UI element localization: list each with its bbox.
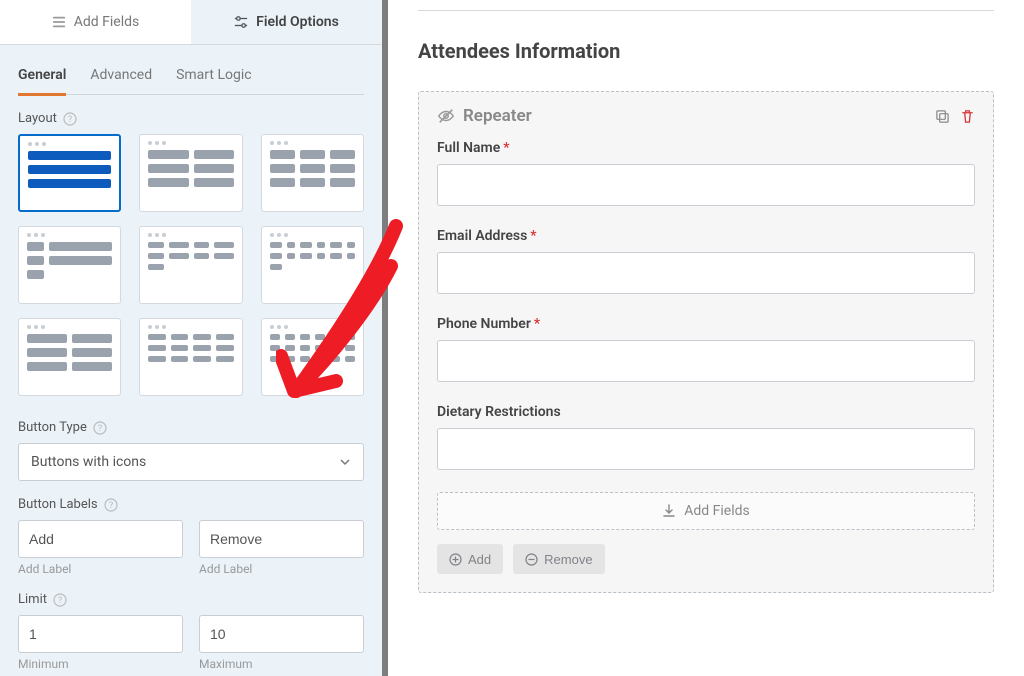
add-fields-label: Add Fields [684,503,750,519]
field-label: Email Address [437,228,527,244]
button-type-select[interactable]: Buttons with icons [18,443,364,481]
text-input[interactable] [437,428,975,470]
subtab-smart-logic[interactable]: Smart Logic [176,57,251,94]
required-indicator: * [530,228,536,244]
limit-max-sublabel: Maximum [199,657,364,671]
svg-text:?: ? [98,424,102,434]
help-icon[interactable]: ? [104,498,118,512]
repeater-title-text: Repeater [463,106,532,126]
subtab-advanced[interactable]: Advanced [90,57,152,94]
button-type-label: Button Type [18,420,87,435]
tab-label: Field Options [256,14,339,30]
add-button[interactable]: Add [437,544,503,574]
tab-field-options[interactable]: Field Options [191,0,382,44]
help-icon[interactable]: ? [63,112,77,126]
add-fields-dropzone[interactable]: Add Fields [437,492,975,530]
field-label: Full Name [437,140,500,156]
button-type-row: Button Type ? Buttons with icons [18,420,364,481]
plus-circle-icon [449,553,462,566]
trash-icon[interactable] [960,109,975,124]
field-label: Phone Number [437,316,531,332]
download-icon [662,504,676,518]
help-icon[interactable]: ? [53,593,67,607]
remove-sublabel: Add Label [199,562,364,576]
repeater-buttons: Add Remove [437,544,975,574]
layout-label: Layout [18,111,57,126]
svg-text:?: ? [68,115,72,125]
help-icon[interactable]: ? [93,421,107,435]
layout-option-3[interactable] [261,134,364,212]
limit-label: Limit [18,592,47,607]
repeater-block[interactable]: Repeater Full Name* Email Address* Phone… [418,91,994,593]
select-value: Buttons with icons [31,454,146,470]
button-labels-row: Button Labels ? Add Label Add Label [18,497,364,576]
field-dietary: Dietary Restrictions [437,404,975,470]
text-input[interactable] [437,252,975,294]
panel-tabs: Add Fields Field Options [0,0,382,45]
layout-option-5[interactable] [139,226,242,304]
remove-button[interactable]: Remove [513,544,604,574]
duplicate-icon[interactable] [935,109,950,124]
layout-option-7[interactable] [18,318,121,396]
remove-label-input[interactable] [199,520,364,558]
list-icon [52,15,66,29]
btn-label: Add [468,552,491,567]
sliders-icon [234,15,248,29]
text-input[interactable] [437,164,975,206]
layout-option-6[interactable] [261,226,364,304]
required-indicator: * [534,316,540,332]
text-input[interactable] [437,340,975,382]
field-full-name: Full Name* [437,140,975,206]
layout-option-4[interactable] [18,226,121,304]
layout-option-1[interactable] [18,134,121,212]
form-canvas: Attendees Information Repeater [388,0,1024,676]
limit-min-sublabel: Minimum [18,657,183,671]
required-indicator: * [503,140,509,156]
panel-body: General Advanced Smart Logic Layout ? [0,45,382,676]
limit-min-input[interactable] [18,615,183,653]
layout-grid [18,134,364,396]
repeater-header: Repeater [437,106,975,126]
svg-text:?: ? [58,596,62,606]
add-sublabel: Add Label [18,562,183,576]
field-phone: Phone Number* [437,316,975,382]
sub-tabs: General Advanced Smart Logic [18,57,364,95]
sidebar: Add Fields Field Options General Advance… [0,0,388,676]
minus-circle-icon [525,553,538,566]
limit-row: Limit ? Minimum Maximum [18,592,364,671]
chevron-down-icon [339,456,351,468]
field-email: Email Address* [437,228,975,294]
layout-option-2[interactable] [139,134,242,212]
button-labels-label: Button Labels [18,497,98,512]
page-heading: Attendees Information [418,39,994,63]
subtab-general[interactable]: General [18,57,66,96]
svg-text:?: ? [108,501,112,511]
btn-label: Remove [544,552,592,567]
layout-option-8[interactable] [139,318,242,396]
field-label: Dietary Restrictions [437,404,561,420]
layout-section: Layout ? [18,111,364,396]
add-label-input[interactable] [18,520,183,558]
divider [418,10,994,11]
limit-max-input[interactable] [199,615,364,653]
tab-label: Add Fields [74,14,140,30]
layout-option-9[interactable] [261,318,364,396]
eye-slash-icon [437,107,455,125]
tab-add-fields[interactable]: Add Fields [0,0,191,44]
